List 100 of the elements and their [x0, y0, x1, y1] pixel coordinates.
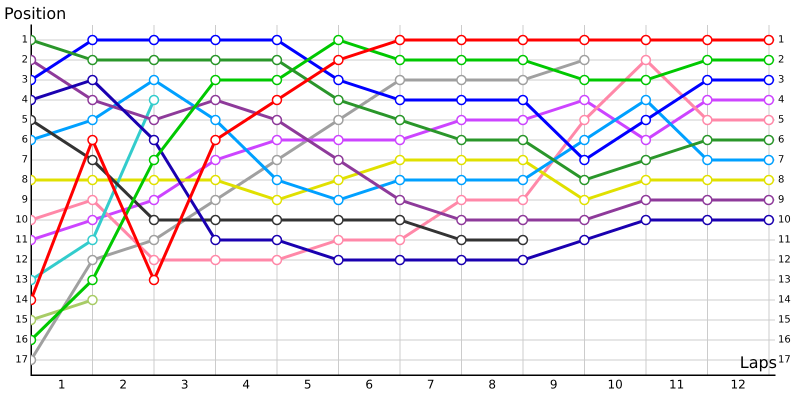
point — [518, 54, 528, 66]
point — [456, 154, 467, 166]
point — [210, 154, 221, 166]
y-tick-label: 17 — [15, 354, 28, 366]
point — [333, 134, 344, 146]
point — [87, 214, 98, 226]
point — [764, 174, 774, 186]
point — [702, 214, 713, 226]
point — [210, 254, 221, 266]
point — [210, 54, 221, 66]
point — [640, 214, 652, 226]
point — [456, 234, 467, 246]
point — [764, 74, 774, 86]
y-tick-label: 1 — [22, 34, 28, 46]
y-tick-label: 7 — [22, 154, 28, 166]
point — [210, 194, 221, 206]
point — [333, 94, 344, 106]
point — [148, 54, 160, 66]
x-tick-label: 8 — [488, 377, 496, 392]
y2-tick-label: 10 — [778, 214, 791, 226]
point — [272, 174, 282, 186]
point — [764, 114, 774, 126]
point — [333, 254, 344, 266]
x-tick-label: 7 — [426, 377, 434, 392]
point — [333, 194, 344, 206]
point — [579, 214, 590, 226]
point — [272, 154, 282, 166]
point — [702, 94, 713, 106]
point — [272, 54, 282, 66]
point — [579, 114, 590, 126]
point — [518, 34, 528, 46]
y2-tick-label: 12 — [778, 254, 791, 266]
point — [394, 54, 406, 66]
y-tick-label: 4 — [22, 94, 28, 106]
x-tick-label: 10 — [607, 377, 623, 392]
point — [87, 174, 98, 186]
point — [210, 74, 221, 86]
y-tick-label: 12 — [15, 254, 28, 266]
point — [764, 34, 774, 46]
point — [272, 214, 282, 226]
point — [702, 74, 713, 86]
point — [148, 254, 160, 266]
y-tick-label: 2 — [22, 54, 28, 66]
point — [333, 214, 344, 226]
point — [518, 154, 528, 166]
y2-tick-label: 14 — [778, 294, 791, 306]
point — [87, 134, 98, 146]
point — [579, 234, 590, 246]
point — [210, 34, 221, 46]
y-tick-label: 3 — [22, 74, 28, 86]
y-tick-label: 9 — [22, 194, 28, 206]
point — [764, 214, 774, 226]
point — [456, 54, 467, 66]
point — [579, 54, 590, 66]
point — [579, 174, 590, 186]
point — [764, 194, 774, 206]
point — [579, 134, 590, 146]
point — [518, 114, 528, 126]
y2-tick-label: 5 — [778, 114, 784, 126]
point — [579, 154, 590, 166]
point — [456, 214, 467, 226]
point — [764, 54, 774, 66]
point — [272, 34, 282, 46]
y2-tick-label: 9 — [778, 194, 784, 206]
point — [518, 174, 528, 186]
point — [394, 34, 406, 46]
y2-tick-label: 4 — [778, 94, 784, 106]
y2-tick-label: 11 — [778, 234, 791, 246]
point — [394, 154, 406, 166]
point — [394, 114, 406, 126]
point — [148, 194, 160, 206]
point — [210, 174, 221, 186]
point — [87, 114, 98, 126]
point — [210, 214, 221, 226]
point — [640, 34, 652, 46]
y2-tick-label: 1 — [778, 34, 784, 46]
point — [87, 154, 98, 166]
point — [148, 114, 160, 126]
point — [640, 94, 652, 106]
point — [333, 154, 344, 166]
point — [333, 114, 344, 126]
point — [518, 194, 528, 206]
point — [148, 174, 160, 186]
point — [394, 194, 406, 206]
point — [87, 194, 98, 206]
point — [148, 154, 160, 166]
x-tick-label: 12 — [730, 377, 746, 392]
point — [394, 94, 406, 106]
point — [640, 134, 652, 146]
point — [210, 114, 221, 126]
point — [272, 114, 282, 126]
point — [148, 214, 160, 226]
point — [210, 134, 221, 146]
point — [272, 94, 282, 106]
y2-tick-label: 17 — [778, 354, 791, 366]
point — [394, 74, 406, 86]
x-tick-label: 6 — [365, 377, 373, 392]
point — [640, 154, 652, 166]
point — [456, 134, 467, 146]
point — [333, 74, 344, 86]
